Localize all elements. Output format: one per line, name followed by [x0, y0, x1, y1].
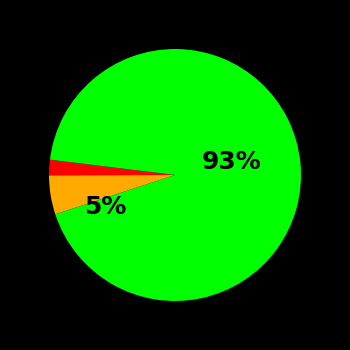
Wedge shape: [49, 160, 175, 175]
Wedge shape: [49, 175, 175, 214]
Text: 5%: 5%: [84, 195, 127, 218]
Text: 93%: 93%: [202, 150, 261, 174]
Wedge shape: [50, 49, 301, 301]
